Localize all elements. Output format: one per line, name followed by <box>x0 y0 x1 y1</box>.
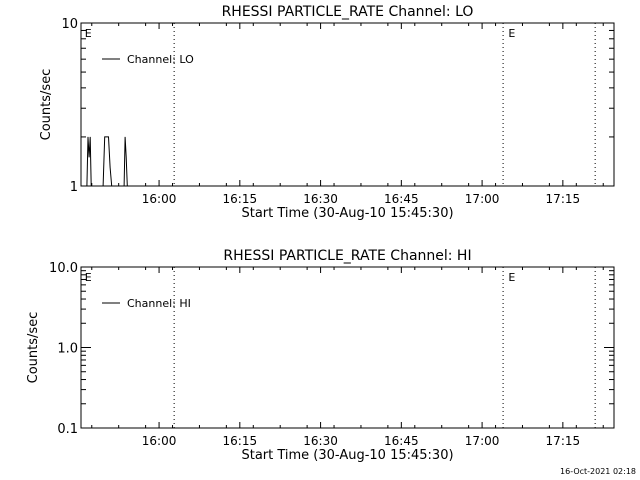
y-axis-label: Counts/sec <box>26 312 41 384</box>
x-tick-label: 16:30 <box>303 434 338 448</box>
eclipse-marker: E <box>508 27 515 40</box>
y-axis-label: Counts/sec <box>39 69 54 141</box>
plot-frame <box>80 22 615 187</box>
x-tick-label: 16:30 <box>303 192 338 206</box>
x-tick-label: 16:45 <box>384 434 419 448</box>
y-tick-label: 1.0 <box>57 342 78 357</box>
x-tick-label: 16:00 <box>142 192 177 206</box>
chart-title: RHESSI PARTICLE_RATE Channel: LO <box>222 4 474 20</box>
y-tick-label: 0.1 <box>57 422 78 437</box>
legend-label: Channel: LO <box>127 53 194 66</box>
x-tick-label: 17:15 <box>546 192 581 206</box>
x-tick-label: 16:45 <box>384 192 419 206</box>
y-tick-label: 1 <box>70 180 78 195</box>
plot-frame <box>80 266 615 429</box>
x-tick-label: 16:15 <box>223 434 258 448</box>
series-line <box>81 136 614 187</box>
x-axis-label: Start Time (30-Aug-10 15:45:30) <box>241 448 453 463</box>
timestamp: 16-Oct-2021 02:18 <box>560 467 636 476</box>
x-tick-label: 16:00 <box>142 434 177 448</box>
chart-title: RHESSI PARTICLE_RATE Channel: HI <box>223 248 471 264</box>
y-tick-label: 10.0 <box>49 261 78 276</box>
eclipse-marker: E <box>85 271 92 284</box>
x-tick-label: 17:15 <box>546 434 581 448</box>
y-tick-label: 10 <box>61 17 78 32</box>
x-tick-label: 17:00 <box>465 434 500 448</box>
x-tick-label: 16:15 <box>223 192 258 206</box>
legend-label: Channel: HI <box>127 297 191 310</box>
x-tick-label: 17:00 <box>465 192 500 206</box>
eclipse-marker: E <box>508 271 515 284</box>
eclipse-marker: E <box>85 27 92 40</box>
plot-lo: RHESSI PARTICLE_RATE Channel: LO 16:00 16:… <box>39 4 615 221</box>
plot-hi: RHESSI PARTICLE_RATE Channel: HI 16:00 16:… <box>26 248 615 463</box>
x-axis-label: Start Time (30-Aug-10 15:45:30) <box>241 206 453 221</box>
